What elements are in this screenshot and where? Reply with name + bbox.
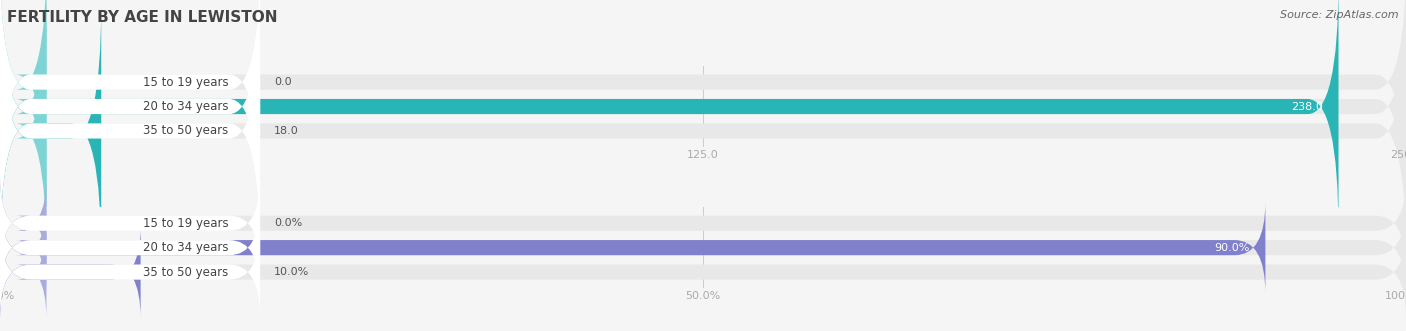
FancyBboxPatch shape xyxy=(0,0,260,209)
Text: 15 to 19 years: 15 to 19 years xyxy=(143,75,229,89)
FancyBboxPatch shape xyxy=(0,226,260,318)
FancyBboxPatch shape xyxy=(0,202,1406,294)
FancyBboxPatch shape xyxy=(0,202,46,294)
FancyBboxPatch shape xyxy=(0,4,1406,258)
Text: 0.0: 0.0 xyxy=(274,77,292,87)
Text: FERTILITY BY AGE IN LEWISTON: FERTILITY BY AGE IN LEWISTON xyxy=(7,10,277,25)
FancyBboxPatch shape xyxy=(0,0,46,209)
FancyBboxPatch shape xyxy=(0,0,260,233)
FancyBboxPatch shape xyxy=(0,177,1406,269)
Text: 20 to 34 years: 20 to 34 years xyxy=(143,100,229,113)
FancyBboxPatch shape xyxy=(0,4,260,258)
Text: 0.0%: 0.0% xyxy=(274,218,302,228)
FancyBboxPatch shape xyxy=(0,202,1265,294)
FancyBboxPatch shape xyxy=(0,226,46,318)
Text: 15 to 19 years: 15 to 19 years xyxy=(143,217,229,230)
FancyBboxPatch shape xyxy=(0,4,46,258)
Text: 238.0: 238.0 xyxy=(1291,102,1323,112)
Text: 10.0%: 10.0% xyxy=(274,267,309,277)
Text: 35 to 50 years: 35 to 50 years xyxy=(143,124,228,137)
FancyBboxPatch shape xyxy=(0,0,1406,209)
FancyBboxPatch shape xyxy=(0,0,46,233)
FancyBboxPatch shape xyxy=(0,226,1406,318)
FancyBboxPatch shape xyxy=(0,0,1339,233)
FancyBboxPatch shape xyxy=(0,0,1406,233)
Text: Source: ZipAtlas.com: Source: ZipAtlas.com xyxy=(1281,10,1399,20)
Text: 20 to 34 years: 20 to 34 years xyxy=(143,241,229,254)
Text: 35 to 50 years: 35 to 50 years xyxy=(143,265,228,279)
FancyBboxPatch shape xyxy=(0,4,101,258)
Text: 90.0%: 90.0% xyxy=(1215,243,1250,253)
Text: 18.0: 18.0 xyxy=(274,126,299,136)
FancyBboxPatch shape xyxy=(0,177,260,269)
FancyBboxPatch shape xyxy=(0,202,260,294)
FancyBboxPatch shape xyxy=(0,226,141,318)
FancyBboxPatch shape xyxy=(0,177,46,269)
